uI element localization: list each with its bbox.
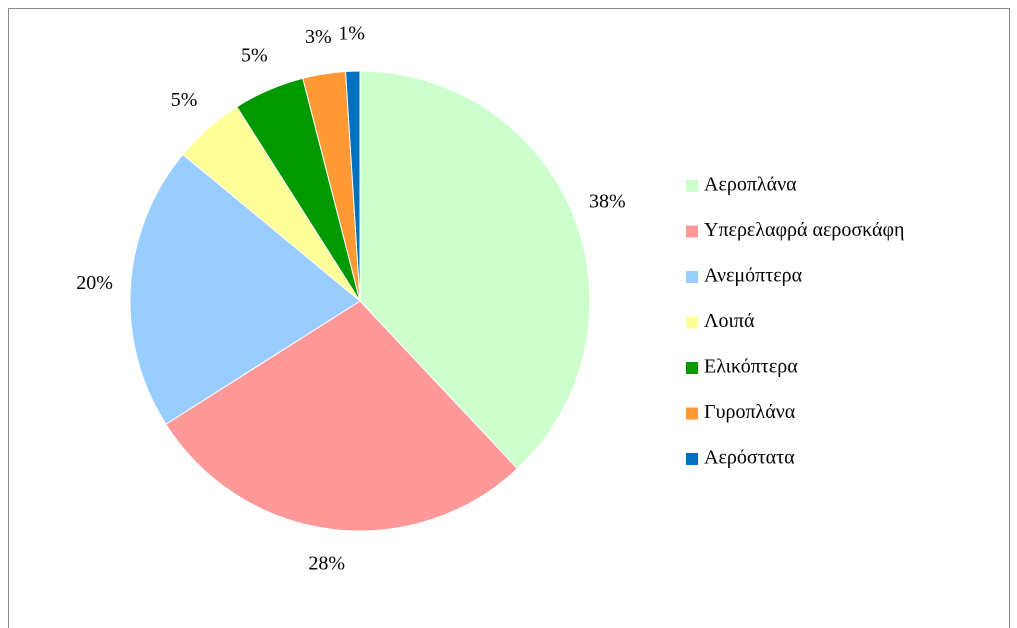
legend-label: Αερόστατα — [704, 447, 795, 469]
pie-slice — [165, 300, 519, 532]
legend-swatch — [686, 180, 698, 192]
legend-swatch — [686, 362, 698, 374]
legend-swatch — [686, 225, 698, 238]
data-label: 3% — [305, 26, 332, 48]
data-label: 5% — [171, 89, 198, 111]
legend-label: Ελικόπτερα — [704, 356, 798, 378]
data-label: 38% — [589, 191, 626, 213]
legend-label: Ανεμόπτερα — [704, 265, 803, 287]
pie-slice — [345, 70, 361, 302]
data-label: 1% — [338, 23, 365, 45]
data-label: 20% — [76, 272, 113, 294]
legend-label: Αεροπλάνα — [704, 174, 797, 196]
legend-label: Υπερελαφρά αεροσκάφη — [704, 219, 905, 241]
legend-label: Γυροπλάνα — [704, 401, 796, 423]
legend-label: Λοιπά — [704, 310, 755, 332]
legend-swatch — [686, 271, 698, 283]
legend-swatch — [686, 407, 698, 420]
pie-slice — [129, 153, 361, 425]
data-label: 5% — [241, 44, 268, 66]
legend-swatch — [686, 316, 698, 329]
legend-swatch — [686, 453, 698, 465]
pie-slice — [359, 70, 591, 470]
data-label: 28% — [308, 552, 345, 574]
